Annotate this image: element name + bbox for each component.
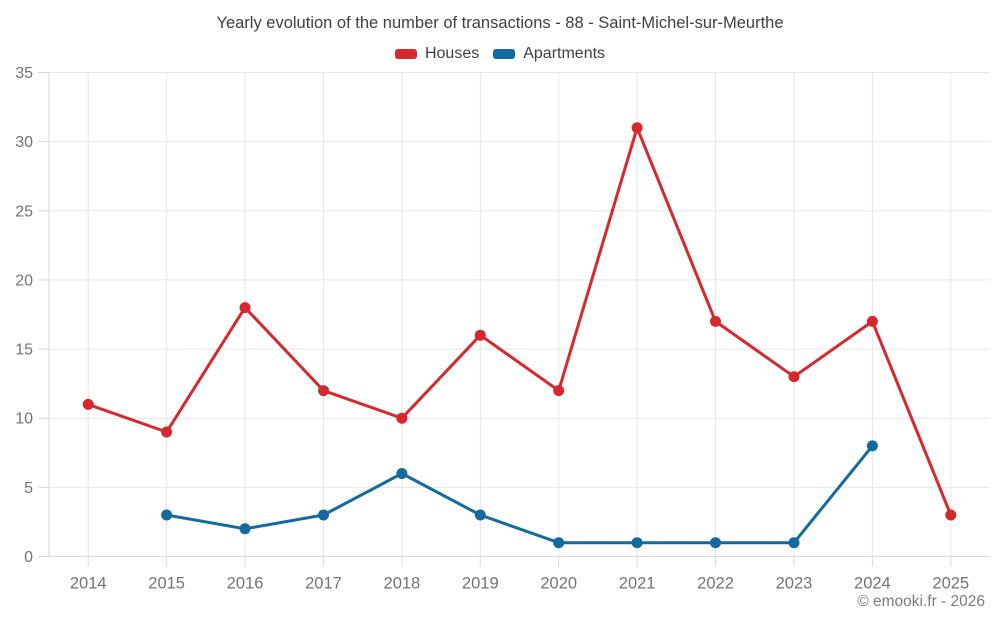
data-point-houses xyxy=(710,315,721,327)
data-point-houses xyxy=(82,398,94,410)
chart-legend: Houses Apartments xyxy=(0,45,1000,63)
legend-label-apartments: Apartments xyxy=(523,45,606,62)
y-tick-label: 25 xyxy=(15,203,33,220)
data-point-houses xyxy=(318,385,329,397)
legend-item-apartments[interactable]: Apartments xyxy=(493,45,605,63)
x-tick-label: 2023 xyxy=(776,575,813,593)
x-tick-label: 2018 xyxy=(384,575,421,593)
y-tick-label: 35 xyxy=(15,65,33,82)
data-point-houses xyxy=(553,385,565,397)
copyright-credit: © emooki.fr - 2026 xyxy=(857,593,985,610)
data-point-apartments xyxy=(631,537,643,549)
data-point-apartments xyxy=(553,537,565,549)
series-line-apartments xyxy=(165,444,874,545)
data-point-houses xyxy=(239,302,251,314)
y-tick-label: 5 xyxy=(24,480,33,497)
data-point-apartments xyxy=(161,509,173,521)
data-point-houses xyxy=(788,371,800,383)
y-tick-label: 15 xyxy=(15,342,33,359)
x-tick-label: 2014 xyxy=(70,575,107,593)
x-tick-label: 2015 xyxy=(148,575,185,593)
data-point-apartments xyxy=(788,537,800,549)
data-point-apartments xyxy=(710,537,721,549)
data-point-apartments xyxy=(474,509,486,521)
chart-title: Yearly evolution of the number of transa… xyxy=(216,14,784,32)
x-tick-label: 2025 xyxy=(932,575,969,593)
y-tick-label: 20 xyxy=(15,272,33,289)
x-tick-label: 2016 xyxy=(227,575,264,593)
x-tick-label: 2019 xyxy=(462,575,499,593)
legend-swatch-houses-icon xyxy=(394,49,417,59)
data-point-houses xyxy=(945,509,957,521)
data-point-houses xyxy=(866,315,878,327)
data-point-houses xyxy=(161,426,173,438)
data-point-houses xyxy=(631,122,643,134)
x-tick-label: 2017 xyxy=(305,575,342,593)
y-tick-label: 10 xyxy=(15,411,33,428)
legend-label-houses: Houses xyxy=(424,45,480,62)
legend-item-houses[interactable]: Houses xyxy=(394,45,480,63)
x-tick-label: 2022 xyxy=(697,575,734,593)
data-point-houses xyxy=(474,329,486,341)
series-line-houses xyxy=(86,126,953,517)
data-point-apartments xyxy=(239,523,251,535)
x-tick-label: 2024 xyxy=(854,575,891,593)
legend-swatch-apartments-icon xyxy=(493,49,516,59)
data-point-apartments xyxy=(318,509,329,521)
y-tick-label: 0 xyxy=(24,549,33,566)
x-tick-label: 2021 xyxy=(619,575,656,593)
data-point-houses xyxy=(396,412,408,424)
data-point-apartments xyxy=(866,440,878,452)
x-tick-label: 2020 xyxy=(540,575,577,593)
data-point-apartments xyxy=(396,468,408,479)
y-tick-label: 30 xyxy=(15,134,33,151)
